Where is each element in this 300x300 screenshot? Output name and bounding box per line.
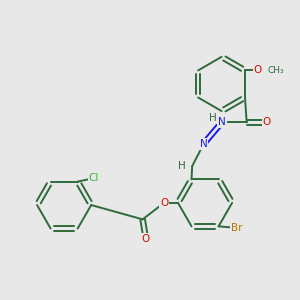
Text: O: O: [254, 65, 262, 75]
Text: O: O: [160, 198, 168, 208]
Text: Br: Br: [231, 223, 242, 233]
Text: CH₃: CH₃: [267, 66, 284, 75]
Text: N: N: [200, 139, 208, 149]
Text: O: O: [142, 234, 150, 244]
Text: H: H: [209, 113, 217, 123]
Text: H: H: [178, 160, 186, 170]
Text: Cl: Cl: [88, 173, 99, 183]
Text: N: N: [218, 117, 226, 127]
Text: O: O: [262, 117, 271, 127]
